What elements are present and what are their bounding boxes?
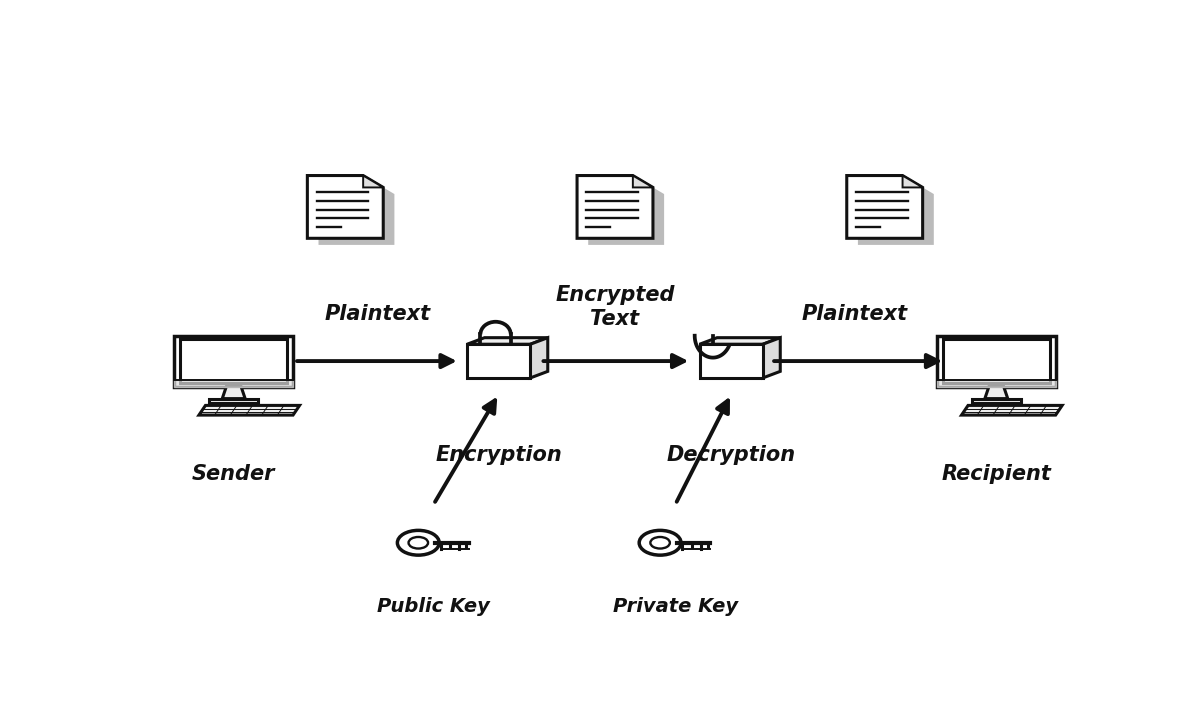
Polygon shape	[985, 387, 1008, 399]
Circle shape	[640, 531, 682, 555]
Polygon shape	[222, 387, 245, 399]
Polygon shape	[858, 182, 934, 245]
Polygon shape	[307, 176, 383, 238]
Text: Encrypted
Text: Encrypted Text	[556, 285, 674, 329]
Circle shape	[650, 537, 670, 548]
Polygon shape	[972, 399, 1021, 403]
Polygon shape	[902, 176, 923, 187]
Polygon shape	[943, 339, 1050, 383]
Polygon shape	[577, 176, 653, 238]
Polygon shape	[961, 405, 1062, 415]
Polygon shape	[467, 344, 530, 378]
Polygon shape	[530, 337, 547, 378]
Polygon shape	[700, 344, 763, 378]
Polygon shape	[180, 339, 287, 383]
Polygon shape	[632, 176, 653, 187]
Text: Recipient: Recipient	[941, 464, 1051, 484]
Text: Decryption: Decryption	[667, 445, 796, 465]
Circle shape	[408, 537, 428, 548]
Text: Plaintext: Plaintext	[802, 305, 908, 325]
Polygon shape	[763, 337, 780, 378]
Text: Encryption: Encryption	[436, 445, 562, 465]
Polygon shape	[174, 335, 293, 387]
Polygon shape	[467, 337, 547, 344]
Polygon shape	[199, 405, 300, 415]
Polygon shape	[318, 182, 395, 245]
Circle shape	[397, 531, 439, 555]
Polygon shape	[937, 335, 1056, 387]
Polygon shape	[364, 176, 383, 187]
Polygon shape	[588, 182, 664, 245]
Polygon shape	[847, 176, 923, 238]
Text: Plaintext: Plaintext	[325, 305, 431, 325]
Text: Private Key: Private Key	[613, 596, 738, 616]
Polygon shape	[209, 399, 258, 403]
Text: Sender: Sender	[192, 464, 275, 484]
Text: Public Key: Public Key	[377, 596, 490, 616]
Polygon shape	[700, 337, 780, 344]
